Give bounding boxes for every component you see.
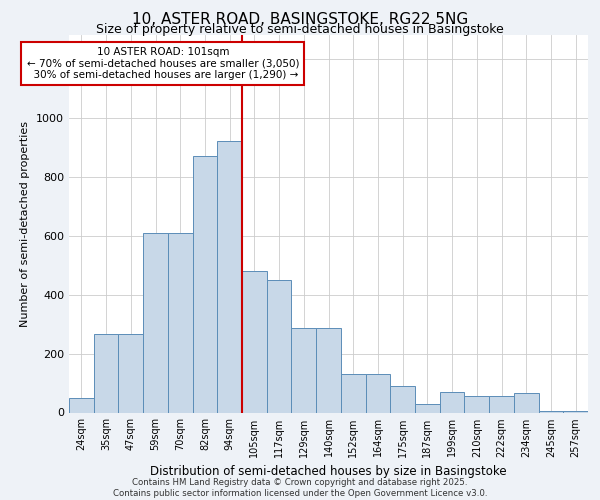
Y-axis label: Number of semi-detached properties: Number of semi-detached properties	[20, 120, 31, 327]
Bar	[440, 392, 464, 412]
Bar	[69, 398, 94, 412]
Text: Size of property relative to semi-detached houses in Basingstoke: Size of property relative to semi-detach…	[96, 22, 504, 36]
Text: 10, ASTER ROAD, BASINGSTOKE, RG22 5NG: 10, ASTER ROAD, BASINGSTOKE, RG22 5NG	[132, 12, 468, 28]
Text: 10 ASTER ROAD: 101sqm
← 70% of semi-detached houses are smaller (3,050)
  30% of: 10 ASTER ROAD: 101sqm ← 70% of semi-deta…	[26, 47, 299, 80]
Bar	[267, 280, 292, 412]
Bar	[464, 396, 489, 412]
Bar	[390, 386, 415, 412]
Bar	[217, 141, 242, 412]
Bar	[514, 394, 539, 412]
Bar	[292, 328, 316, 412]
Bar	[193, 156, 217, 412]
Bar	[242, 271, 267, 412]
Bar	[415, 404, 440, 412]
Bar	[118, 334, 143, 412]
Bar	[563, 411, 588, 412]
Bar	[316, 328, 341, 412]
Bar	[341, 374, 365, 412]
Bar	[143, 232, 168, 412]
Text: Contains HM Land Registry data © Crown copyright and database right 2025.
Contai: Contains HM Land Registry data © Crown c…	[113, 478, 487, 498]
Bar	[168, 232, 193, 412]
Bar	[94, 334, 118, 412]
Bar	[539, 411, 563, 412]
X-axis label: Distribution of semi-detached houses by size in Basingstoke: Distribution of semi-detached houses by …	[150, 465, 507, 478]
Bar	[489, 396, 514, 412]
Bar	[365, 374, 390, 412]
